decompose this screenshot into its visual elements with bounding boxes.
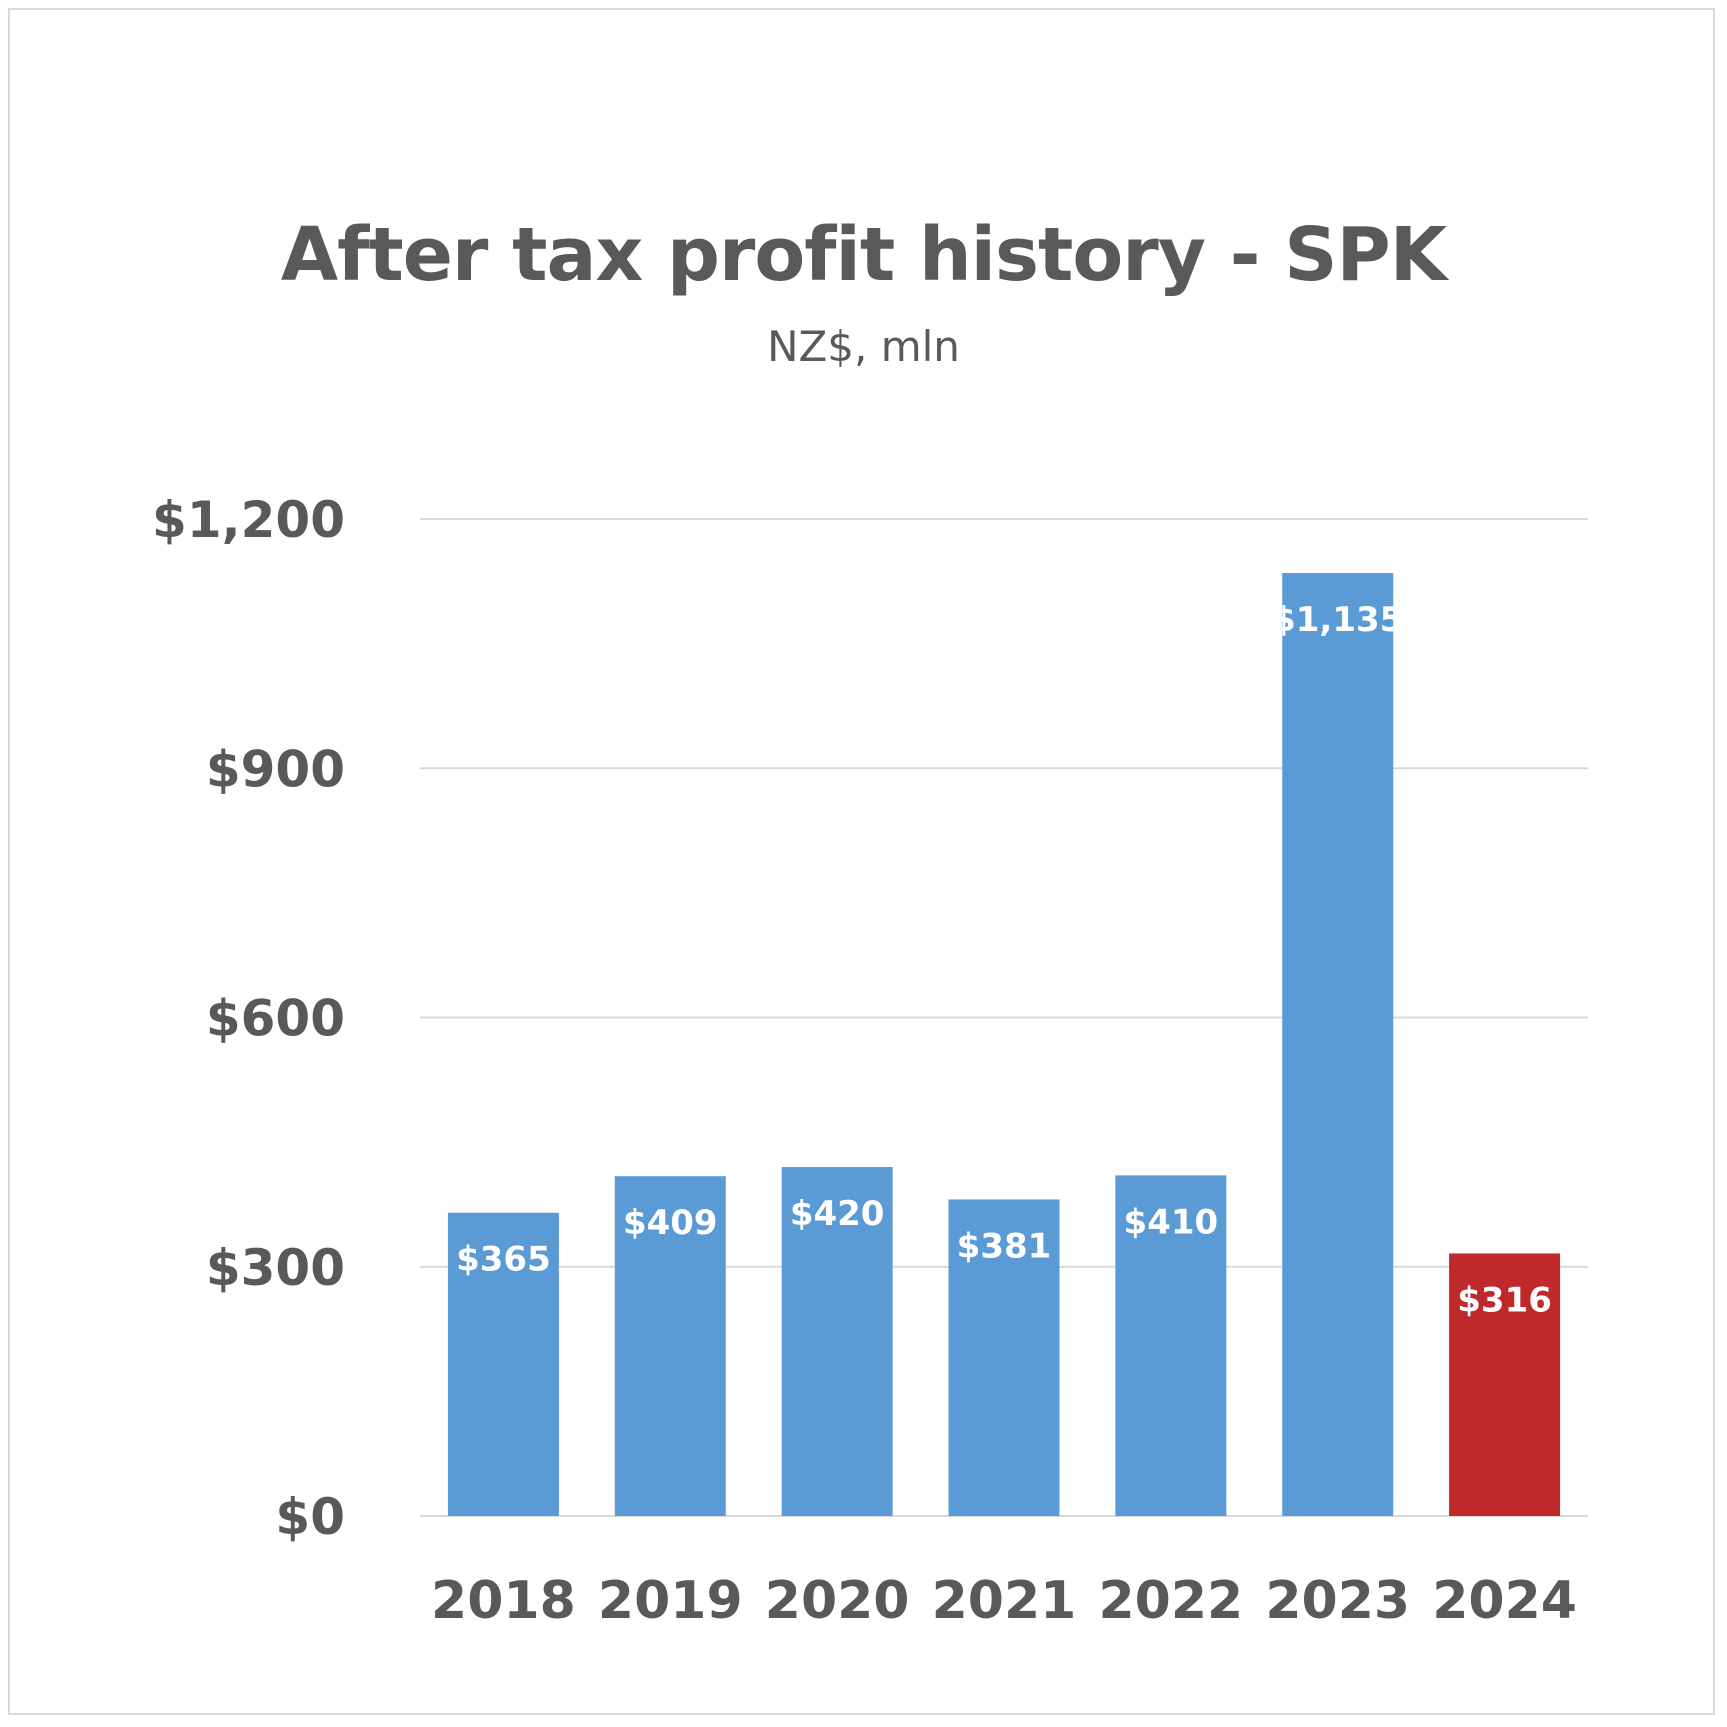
bar — [1449, 1253, 1561, 1516]
chart-subtitle: NZ$, mln — [767, 322, 960, 371]
bar — [1115, 1175, 1227, 1516]
x-tick-label: 2018 — [431, 1571, 576, 1631]
x-tick-label: 2019 — [598, 1571, 743, 1631]
bar — [1282, 573, 1394, 1516]
y-tick-label: $1,200 — [152, 491, 345, 549]
x-tick-label: 2023 — [1265, 1571, 1410, 1631]
bar — [781, 1167, 893, 1516]
x-tick-label: 2020 — [765, 1571, 910, 1631]
x-tick-label: 2022 — [1098, 1571, 1243, 1631]
y-tick-label: $900 — [206, 740, 345, 798]
bar — [447, 1212, 559, 1516]
data-label: $381 — [957, 1226, 1052, 1266]
data-label: $410 — [1124, 1202, 1219, 1242]
y-tick-label: $0 — [275, 1488, 345, 1546]
data-label: $409 — [623, 1203, 718, 1243]
data-label: $365 — [456, 1240, 551, 1280]
bar — [614, 1176, 726, 1516]
x-tick-label: 2024 — [1432, 1571, 1577, 1631]
data-label: $1,135 — [1272, 600, 1403, 640]
data-label: $316 — [1457, 1280, 1552, 1320]
chart-title: After tax profit history - SPK — [280, 212, 1447, 298]
bar — [948, 1199, 1060, 1516]
data-label: $420 — [790, 1194, 885, 1234]
x-tick-label: 2021 — [932, 1571, 1077, 1631]
y-tick-label: $600 — [206, 990, 345, 1048]
y-tick-label: $300 — [206, 1239, 345, 1297]
